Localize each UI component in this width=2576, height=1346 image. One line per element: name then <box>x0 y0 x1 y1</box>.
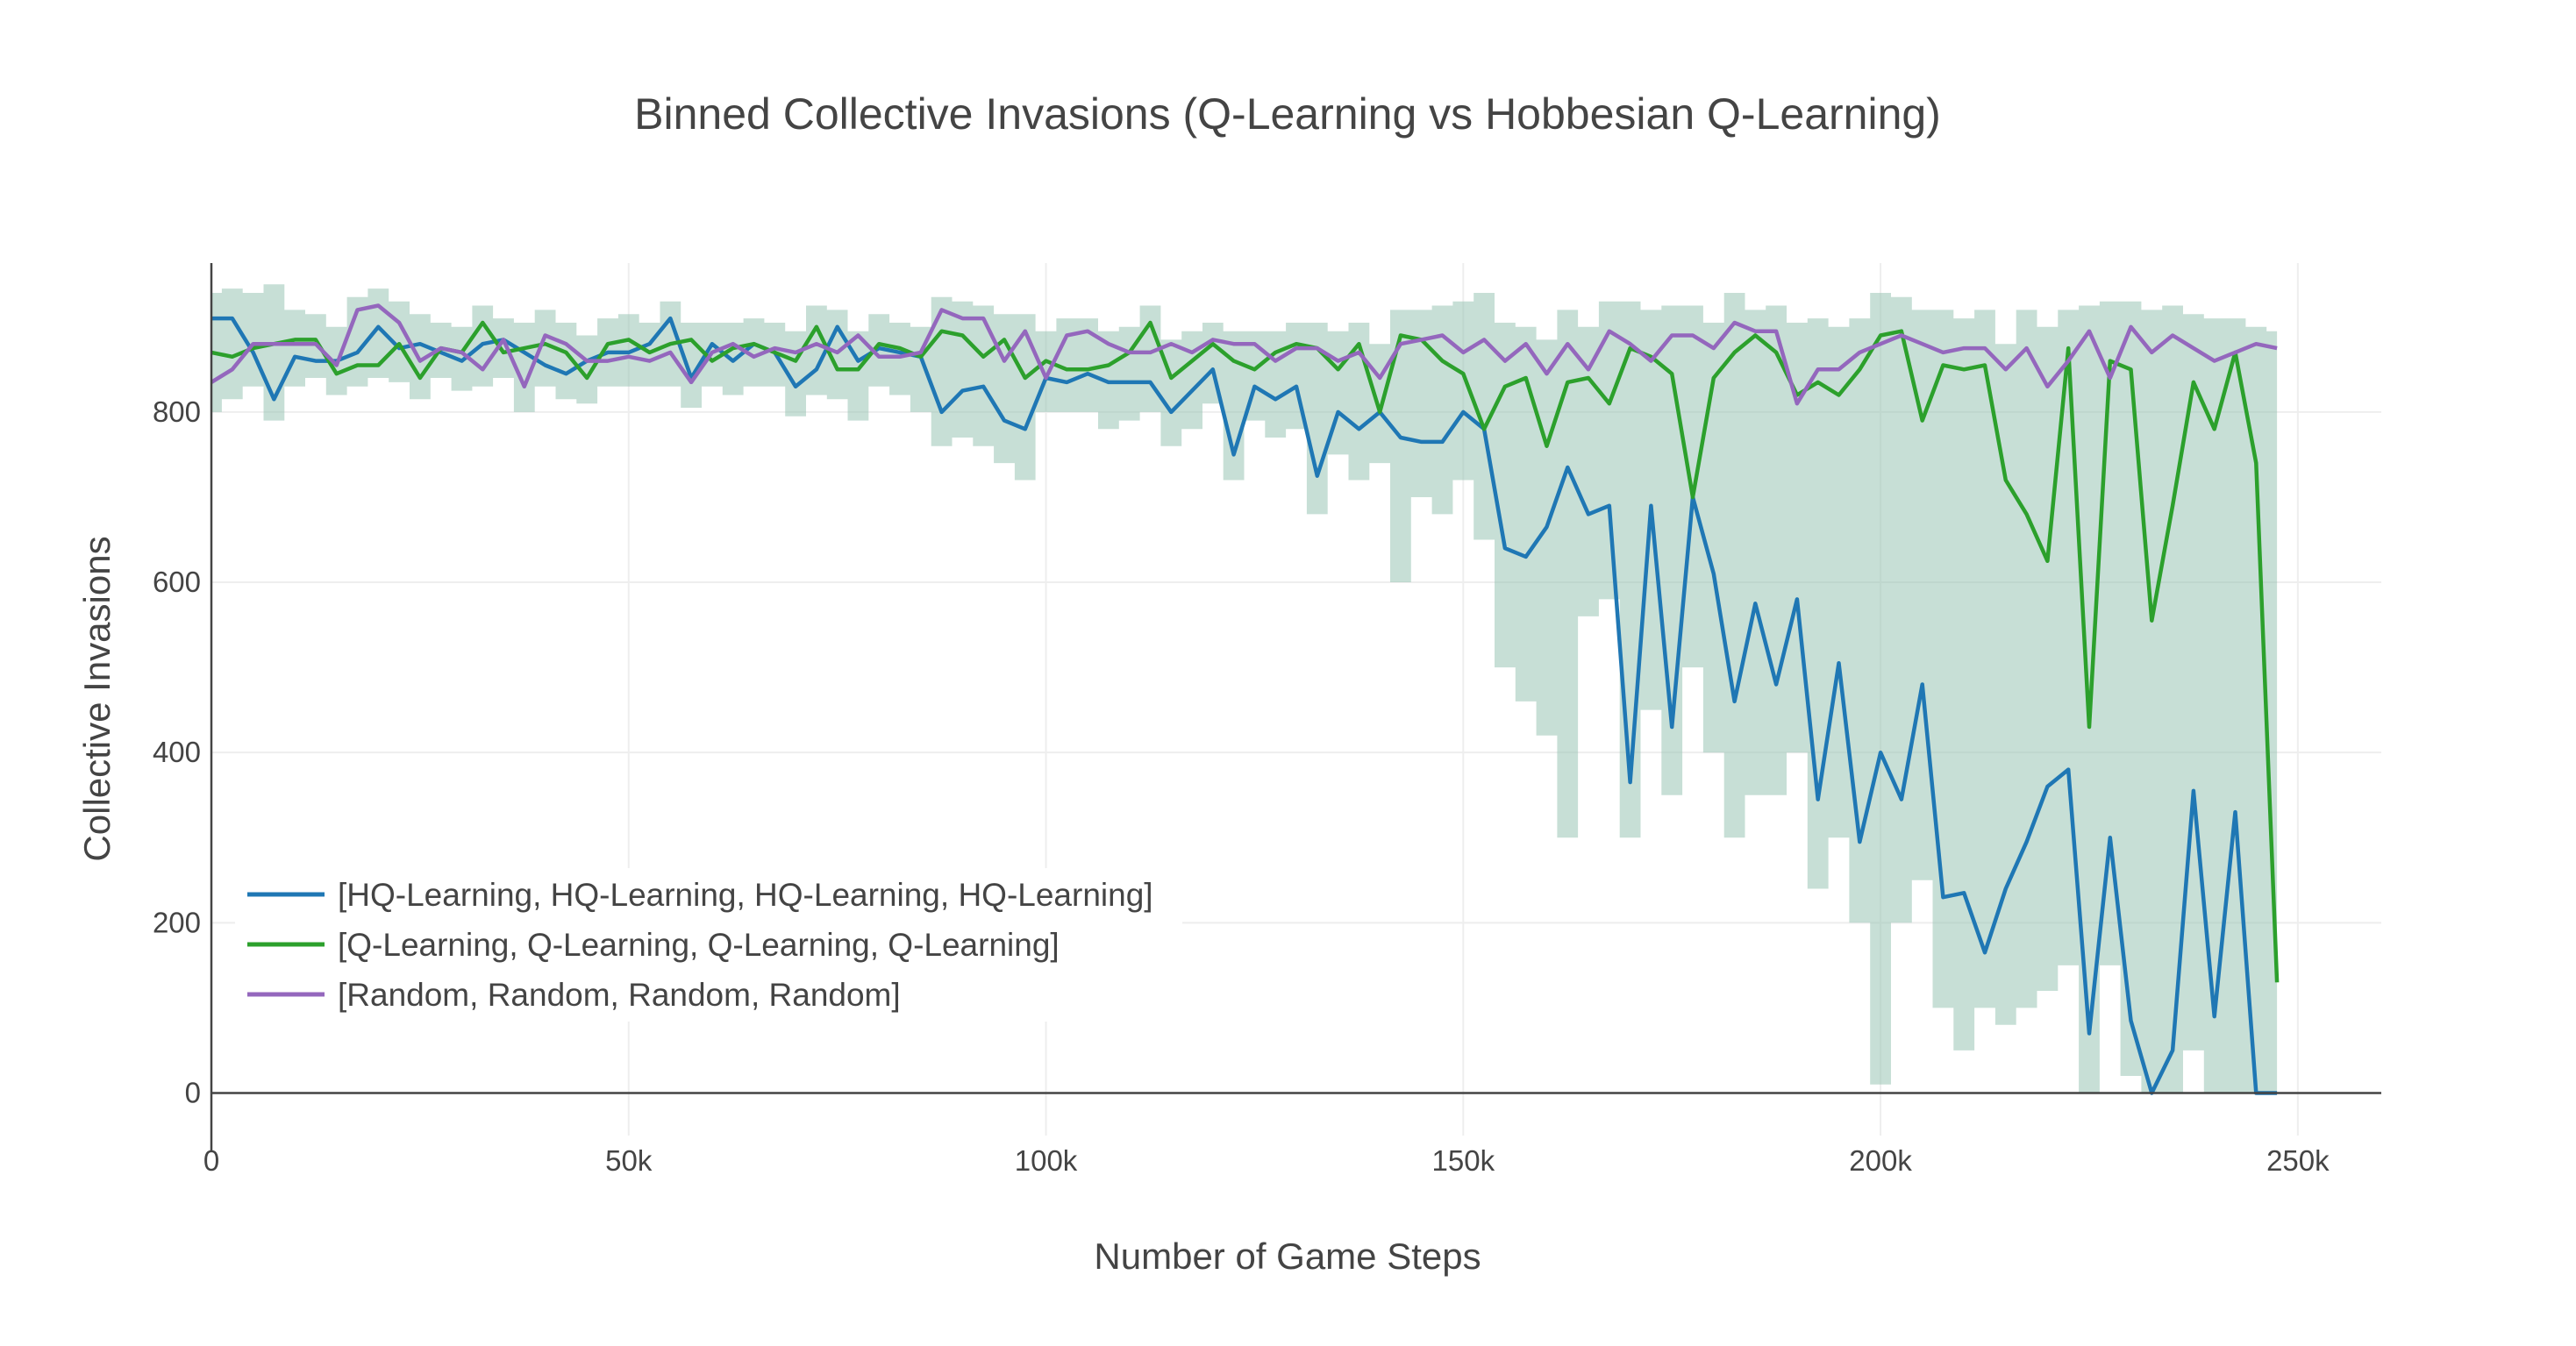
legend-item-2[interactable]: [Random, Random, Random, Random] <box>247 977 901 1013</box>
legend-label: [Random, Random, Random, Random] <box>338 977 901 1013</box>
y-tick-labels: 0 200 400 600 800 <box>153 395 201 1109</box>
series-line-0 <box>211 316 2278 1095</box>
x-tick-label: 0 <box>203 1144 219 1177</box>
x-tick-label: 100k <box>1015 1144 1078 1177</box>
x-tick-label: 150k <box>1432 1144 1495 1177</box>
series-line-1 <box>211 320 2280 983</box>
axes <box>210 263 2381 1151</box>
chart-title: Binned Collective Invasions (Q-Learning … <box>634 89 1941 139</box>
y-tick-label: 0 <box>185 1076 201 1108</box>
x-tick-label: 200k <box>1849 1144 1912 1177</box>
y-tick-label: 400 <box>153 736 201 768</box>
variance-bands <box>211 284 2278 1093</box>
legend-label: [Q-Learning, Q-Learning, Q-Learning, Q-L… <box>338 927 1060 963</box>
legend-item-1[interactable]: [Q-Learning, Q-Learning, Q-Learning, Q-L… <box>247 927 1060 963</box>
legend[interactable]: [HQ-Learning, HQ-Learning, HQ-Learning, … <box>235 868 1182 1022</box>
series-lines <box>210 303 2280 1095</box>
series-line-2 <box>210 303 2278 406</box>
y-tick-label: 800 <box>153 395 201 428</box>
y-tick-label: 200 <box>153 906 201 938</box>
legend-item-0[interactable]: [HQ-Learning, HQ-Learning, HQ-Learning, … <box>247 877 1153 913</box>
legend-background <box>235 868 1182 1022</box>
x-tick-labels: 0 50k 100k 150k 200k 250k <box>203 1144 2330 1177</box>
x-axis-title: Number of Game Steps <box>1094 1236 1481 1277</box>
variance-band <box>211 284 2278 1093</box>
x-tick-label: 250k <box>2266 1144 2330 1177</box>
legend-label: [HQ-Learning, HQ-Learning, HQ-Learning, … <box>338 877 1153 913</box>
x-tick-label: 50k <box>605 1144 653 1177</box>
y-axis-title: Collective Invasions <box>76 536 118 861</box>
y-tick-label: 600 <box>153 566 201 598</box>
